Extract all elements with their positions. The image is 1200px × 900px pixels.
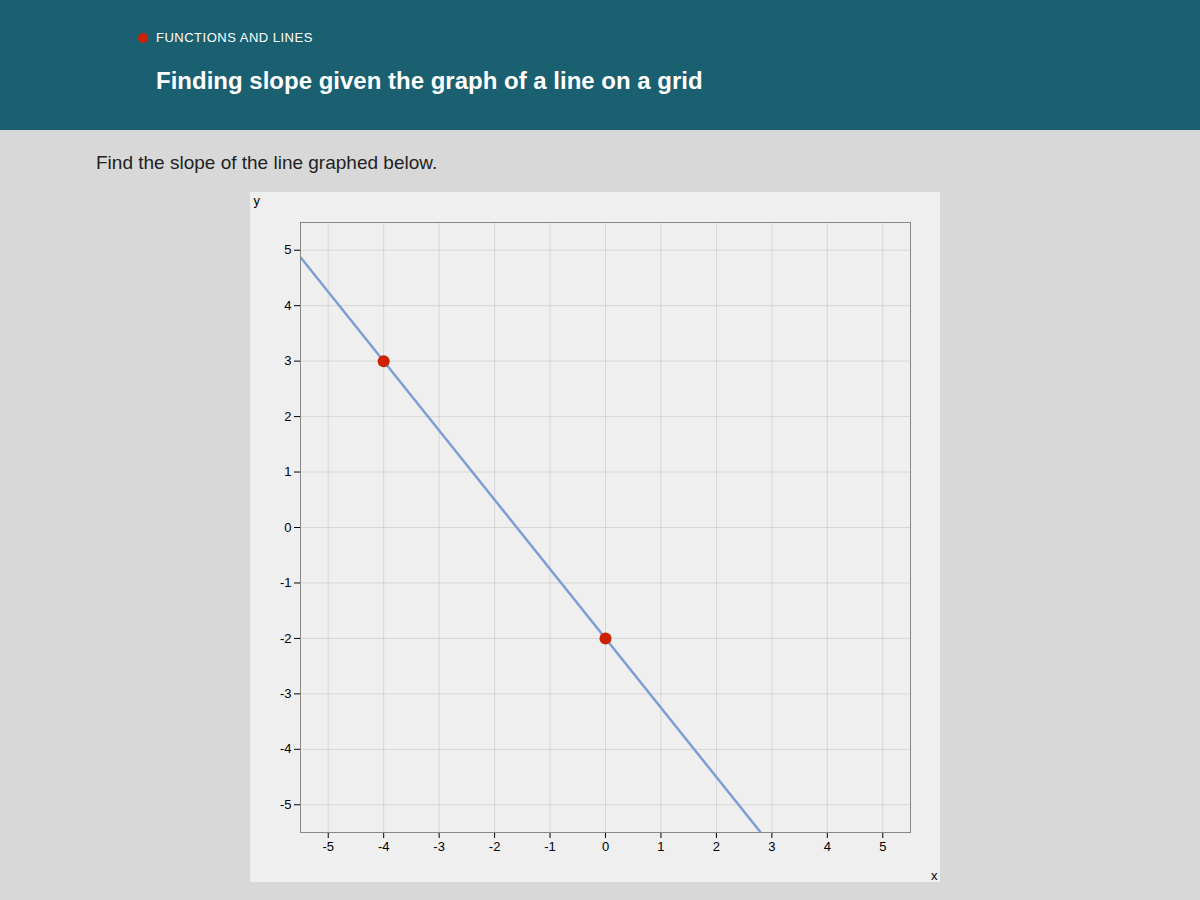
svg-text:x: x — [931, 868, 938, 883]
svg-text:3: 3 — [768, 839, 775, 854]
svg-text:-3: -3 — [280, 686, 292, 701]
html-text:Finding slope given the graph: Finding slope given the graph of a line … — [156, 67, 703, 94]
svg-text:-5: -5 — [280, 797, 292, 812]
svg-text:5: 5 — [284, 242, 291, 257]
svg-text:-2: -2 — [489, 839, 501, 854]
svg-text:2: 2 — [284, 409, 291, 424]
svg-text:1: 1 — [657, 839, 664, 854]
html-text:Find the slope of the line gra: Find the slope of the line graphed below… — [96, 152, 438, 173]
svg-text:0: 0 — [602, 839, 609, 854]
svg-text:-4: -4 — [378, 839, 390, 854]
svg-text:-5: -5 — [322, 839, 334, 854]
svg-text:-2: -2 — [280, 631, 292, 646]
svg-text:0: 0 — [284, 520, 291, 535]
html-text:FUNCTIONS AND LINES: FUNCTIONS AND LINES — [156, 30, 313, 45]
svg-text:-1: -1 — [544, 839, 556, 854]
svg-text:5: 5 — [879, 839, 886, 854]
svg-text:3: 3 — [284, 353, 291, 368]
svg-text:y: y — [254, 193, 261, 208]
svg-text:-4: -4 — [280, 741, 292, 756]
svg-text:-1: -1 — [280, 575, 292, 590]
svg-text:-3: -3 — [433, 839, 445, 854]
svg-text:1: 1 — [284, 464, 291, 479]
svg-text:2: 2 — [713, 839, 720, 854]
svg-text:4: 4 — [824, 839, 831, 854]
svg-text:4: 4 — [284, 298, 291, 313]
